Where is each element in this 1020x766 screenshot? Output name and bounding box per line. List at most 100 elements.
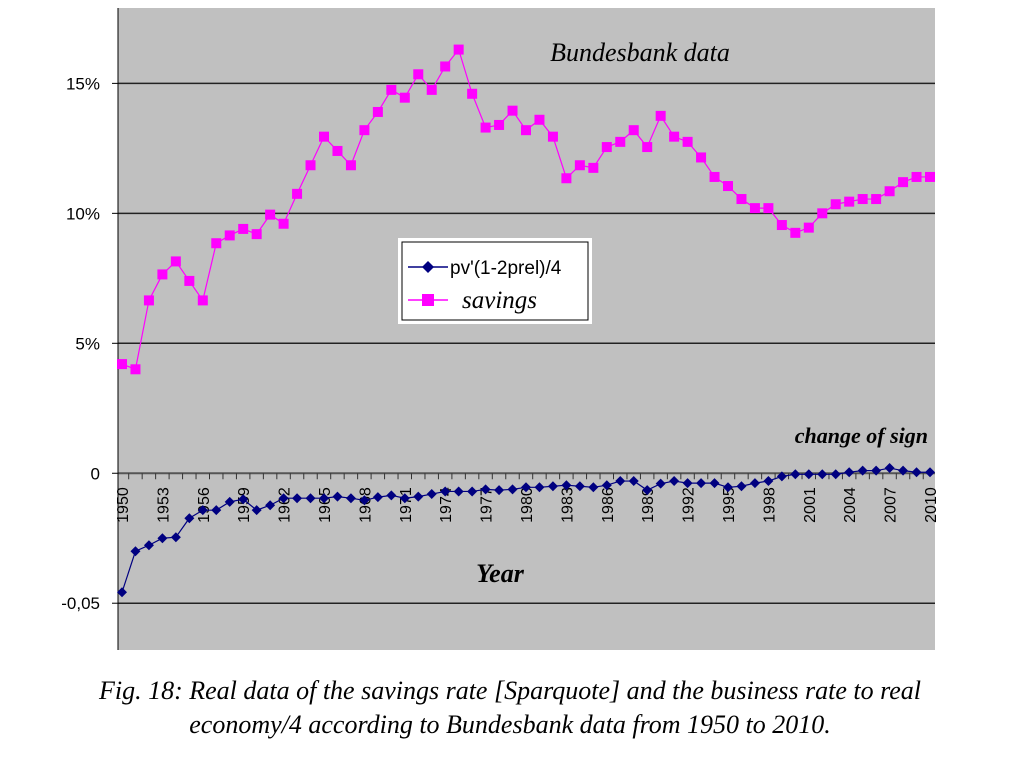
x-tick-label: 2007 <box>883 487 900 523</box>
savings-data-point <box>857 194 868 205</box>
savings-data-point <box>332 145 343 156</box>
pv-data-point <box>588 482 599 493</box>
savings-data-point <box>292 188 303 199</box>
x-tick-label: 1956 <box>196 487 213 523</box>
pv-data-point <box>601 480 612 491</box>
pv-data-point <box>453 486 464 497</box>
x-tick-label: 1980 <box>519 487 536 523</box>
pv-data-point <box>319 493 329 504</box>
pv-data-point <box>898 465 909 476</box>
x-tick-label: 1983 <box>559 487 576 523</box>
savings-data-point <box>399 92 410 103</box>
caption-line-2: economy/4 according to Bundesbank data f… <box>189 710 831 739</box>
pv-data-point <box>844 467 855 478</box>
y-tick-label: 5% <box>75 334 100 353</box>
y-tick-label: 15% <box>66 74 100 93</box>
x-tick-label: 1953 <box>155 487 172 523</box>
pv-data-point <box>426 489 437 500</box>
y-tick-label: 10% <box>66 204 100 223</box>
legend: pv'(1-2prel)/4 savings <box>398 238 592 324</box>
pv-data-point <box>682 478 693 489</box>
pv-data-point <box>884 463 895 474</box>
savings-data-point <box>588 162 599 173</box>
pv-data-point <box>830 469 841 480</box>
savings-data-point <box>871 194 882 205</box>
pv-data-point <box>278 493 289 504</box>
savings-data-point <box>574 160 585 171</box>
savings-data-point <box>534 114 545 125</box>
plot-area <box>118 8 935 650</box>
pv-data-point <box>184 513 195 524</box>
savings-data-point <box>494 119 505 130</box>
savings-data-point <box>709 171 720 182</box>
pv-data-point <box>871 465 882 476</box>
savings-data-point <box>224 230 235 241</box>
pv-data-point <box>386 490 397 501</box>
savings-data-point <box>467 88 478 99</box>
pv-data-point <box>723 482 733 493</box>
savings-data-point <box>803 222 814 233</box>
savings-data-point <box>790 227 801 238</box>
pv-data-point <box>776 471 787 482</box>
pv-data-point <box>440 486 451 497</box>
savings-data-point <box>345 160 356 171</box>
pv-data-point <box>224 496 235 507</box>
pv-data-point <box>534 482 545 493</box>
savings-data-point <box>507 105 518 116</box>
legend-marker-square-icon <box>422 294 434 306</box>
x-tick-label: 1965 <box>317 487 334 523</box>
y-tick-label: 0 <box>91 464 100 483</box>
pv-data-point <box>359 495 370 506</box>
x-tick-label: 1959 <box>236 487 253 523</box>
x-tick-label: 1974 <box>438 487 455 523</box>
change-of-sign-annotation: change of sign <box>795 423 928 448</box>
pv-data-point <box>265 500 276 511</box>
pv-data-point <box>911 467 922 478</box>
savings-data-point <box>521 125 531 136</box>
pv-data-point <box>197 505 208 516</box>
savings-data-point <box>601 142 612 153</box>
savings-data-point <box>157 269 168 280</box>
savings-data-point <box>211 238 222 249</box>
x-axis-label: Year <box>476 559 525 588</box>
legend-box <box>401 241 589 321</box>
pv-data-point <box>628 476 639 487</box>
savings-data-point <box>426 84 437 95</box>
pv-data-point <box>561 480 572 491</box>
pv-data-point <box>925 467 935 478</box>
savings-data-point <box>817 208 828 219</box>
savings-data-point <box>197 295 208 306</box>
savings-data-point <box>251 229 262 240</box>
x-tick-label: 1968 <box>357 487 374 523</box>
pv-data-point <box>696 478 707 489</box>
x-tick-label: 2001 <box>802 487 819 523</box>
savings-data-point <box>143 295 154 306</box>
savings-data-point <box>830 199 841 210</box>
x-tick-label: 2004 <box>842 487 859 523</box>
x-tick-label: 1995 <box>721 487 738 523</box>
savings-data-point <box>372 106 383 117</box>
pv-data-point <box>399 493 410 504</box>
savings-data-point <box>844 196 855 207</box>
pv-data-point <box>251 505 262 516</box>
savings-data-point <box>898 177 909 188</box>
savings-data-point <box>655 110 666 121</box>
savings-data-point <box>386 84 397 95</box>
chart-title: Bundesbank data <box>550 38 730 67</box>
pv-data-point <box>238 494 249 505</box>
pv-data-point <box>292 493 303 504</box>
pv-data-point <box>305 493 316 504</box>
savings-data-point <box>305 160 316 171</box>
savings-data-point <box>696 152 707 163</box>
savings-data-point <box>480 122 491 133</box>
savings-data-point <box>319 131 329 142</box>
pv-data-point <box>521 482 531 493</box>
pv-data-point <box>547 481 558 492</box>
savings-data-point <box>884 186 895 197</box>
caption-line-1: Fig. 18: Real data of the savings rate [… <box>98 676 922 705</box>
x-tick-label: 1998 <box>761 487 778 523</box>
savings-data-point <box>184 275 195 286</box>
savings-data-point <box>130 364 141 375</box>
savings-data-point <box>170 256 181 267</box>
y-tick-label: -0,05 <box>61 594 100 613</box>
